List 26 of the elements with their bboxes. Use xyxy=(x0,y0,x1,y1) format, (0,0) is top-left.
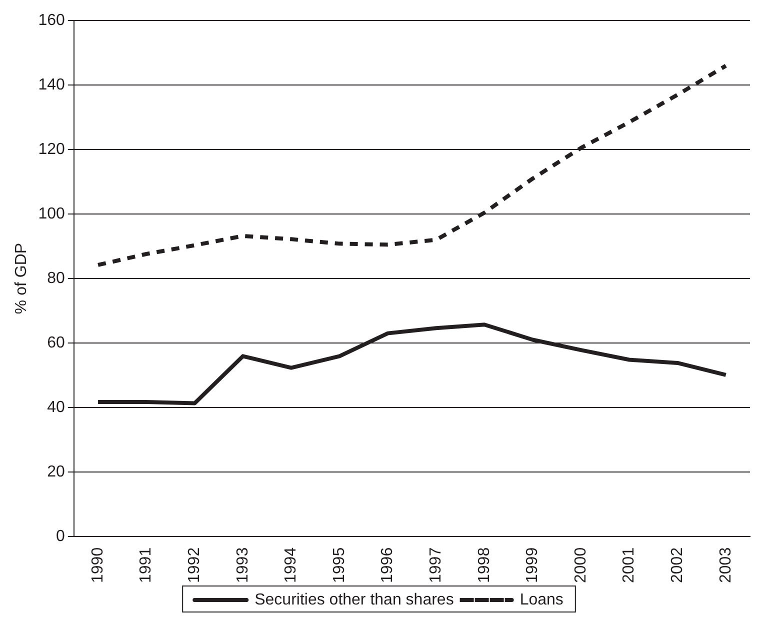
x-tick-label: 1998 xyxy=(476,547,493,583)
y-tick-label: 120 xyxy=(38,140,65,158)
x-tick-label: 1992 xyxy=(186,547,204,583)
y-tick-label: 160 xyxy=(38,12,65,30)
x-tick-label: 2003 xyxy=(717,547,734,583)
x-tick-label: 1993 xyxy=(234,547,252,583)
x-tick-label: 2000 xyxy=(572,547,590,583)
x-tick-label: 1999 xyxy=(524,547,542,583)
y-tick-label: 100 xyxy=(38,205,65,222)
y-tick-label: 140 xyxy=(38,76,65,94)
x-tick-label: 1995 xyxy=(330,547,348,583)
legend-label: Securities other than shares xyxy=(254,591,454,608)
y-tick-label: 0 xyxy=(56,528,65,545)
y-axis-title: % of GDP xyxy=(13,242,30,314)
y-tick-label: 20 xyxy=(47,463,65,480)
legend-label: Loans xyxy=(520,591,564,608)
x-tick-label: 1991 xyxy=(138,547,155,583)
x-tick-label: 1997 xyxy=(428,547,444,583)
y-tick-label: 40 xyxy=(47,398,65,416)
x-tick-label: 1996 xyxy=(379,547,396,583)
x-tick-label: 2001 xyxy=(620,547,638,583)
x-tick-label: 1994 xyxy=(282,547,300,583)
x-tick-label: 1990 xyxy=(89,547,106,583)
x-tick-label: 2002 xyxy=(668,547,686,583)
y-tick-label: 80 xyxy=(47,270,65,287)
y-tick-label: 60 xyxy=(47,334,65,352)
